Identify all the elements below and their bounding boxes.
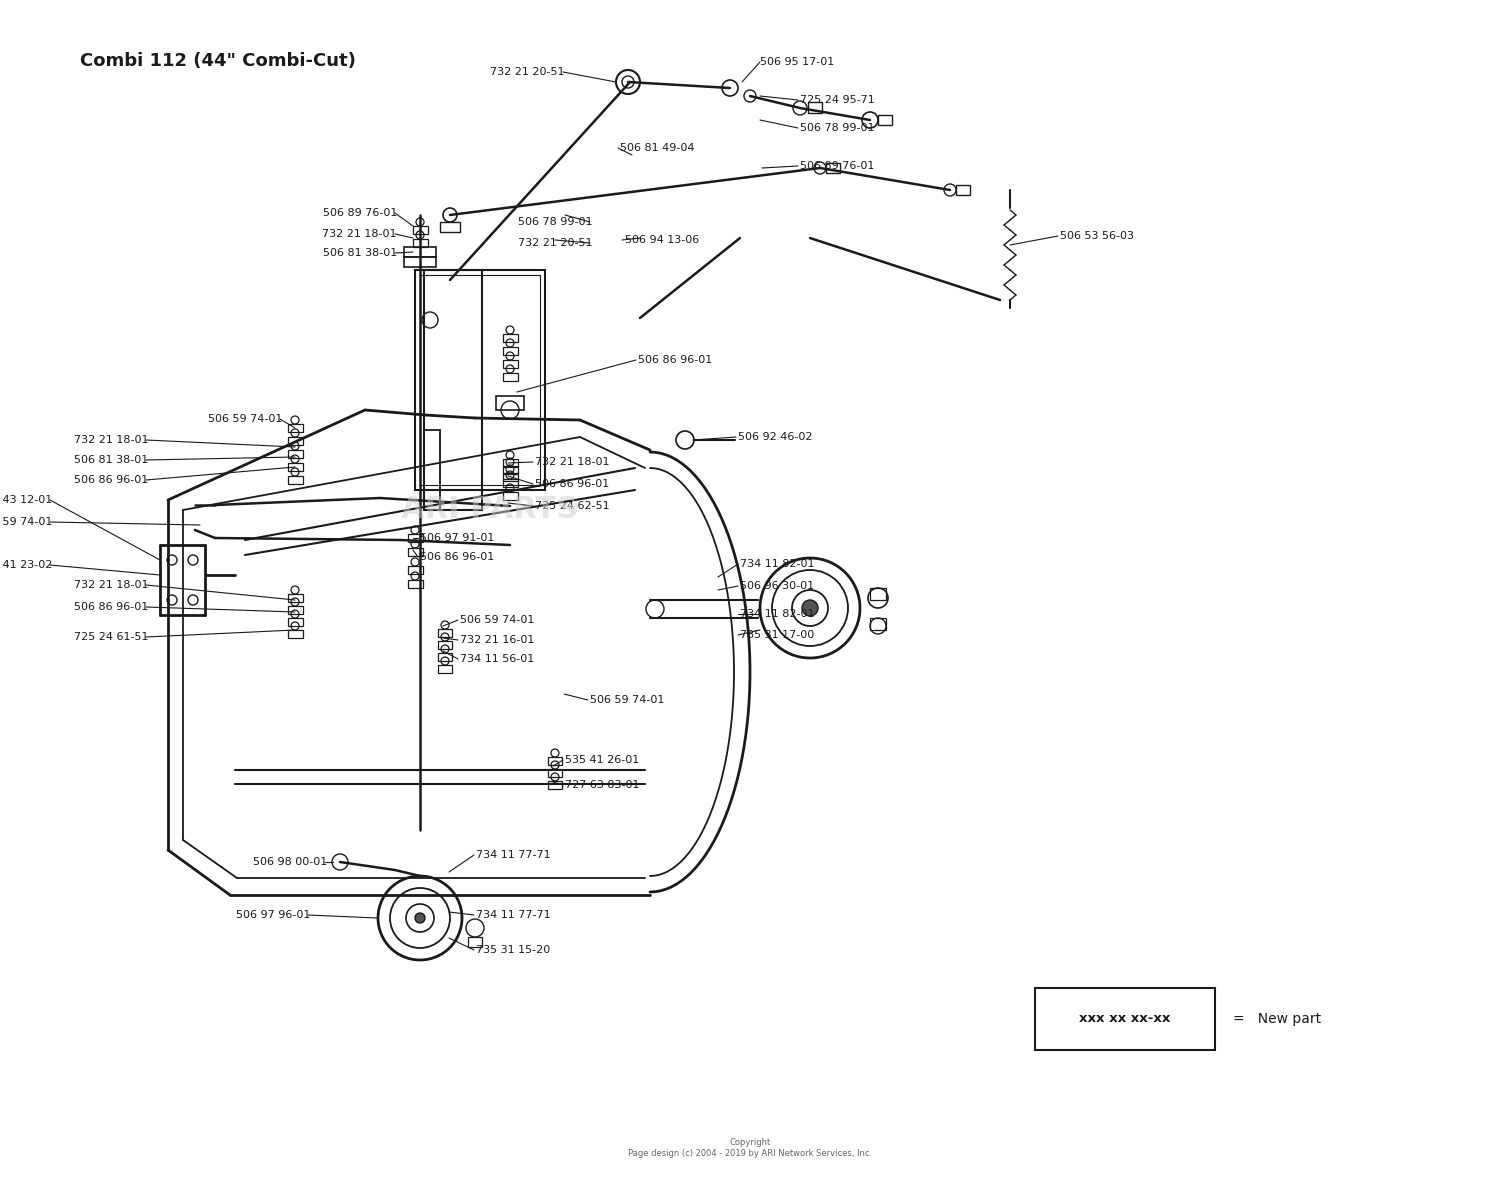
Text: 506 81 49-04: 506 81 49-04 — [620, 143, 695, 153]
Bar — [956, 185, 970, 195]
Bar — [404, 257, 436, 267]
Text: 506 53 56-03: 506 53 56-03 — [1060, 230, 1134, 241]
Bar — [548, 757, 562, 765]
Bar — [503, 466, 518, 474]
Text: 727 63 83-01: 727 63 83-01 — [566, 781, 639, 790]
Text: 506 86 96-01: 506 86 96-01 — [74, 602, 148, 612]
Text: 506 89 76-01: 506 89 76-01 — [322, 208, 398, 219]
Text: 732 21 18-01: 732 21 18-01 — [74, 435, 148, 446]
Text: 735 31 17-00: 735 31 17-00 — [740, 630, 815, 640]
Text: 506 59 74-01: 506 59 74-01 — [460, 615, 534, 625]
Text: 506 86 96-01: 506 86 96-01 — [536, 479, 609, 489]
Bar — [288, 618, 303, 626]
Text: Combi 112 (44" Combi-Cut): Combi 112 (44" Combi-Cut) — [80, 52, 356, 70]
Bar — [408, 533, 423, 542]
Bar — [1035, 988, 1215, 1050]
Bar — [288, 476, 303, 484]
Text: 506 94 13-06: 506 94 13-06 — [626, 235, 699, 245]
Text: 506 97 91-01: 506 97 91-01 — [420, 533, 495, 543]
Bar — [878, 115, 892, 125]
Text: 732 21 18-01: 732 21 18-01 — [322, 229, 398, 239]
Text: TM: TM — [560, 503, 579, 516]
Bar — [288, 606, 303, 614]
Bar — [503, 459, 518, 467]
Text: 725 24 62-51: 725 24 62-51 — [536, 501, 609, 511]
Text: 506 81 38-01: 506 81 38-01 — [74, 455, 148, 465]
Text: 506 86 96-01: 506 86 96-01 — [74, 475, 148, 485]
Circle shape — [802, 600, 818, 617]
Bar — [827, 163, 840, 173]
Bar — [408, 565, 423, 574]
Bar — [870, 618, 886, 630]
Text: 732 21 18-01: 732 21 18-01 — [536, 457, 609, 467]
Bar — [496, 396, 523, 410]
Bar — [413, 239, 428, 247]
Text: 535 41 23-02: 535 41 23-02 — [0, 560, 53, 570]
Bar — [503, 334, 518, 342]
Text: 732 21 20-51: 732 21 20-51 — [519, 238, 593, 248]
Text: 725 24 95-71: 725 24 95-71 — [800, 95, 874, 105]
Bar — [404, 247, 436, 257]
Text: 506 86 96-01: 506 86 96-01 — [638, 355, 712, 365]
Text: 734 11 82-01: 734 11 82-01 — [740, 609, 815, 619]
Bar — [503, 373, 518, 381]
Bar — [870, 588, 886, 600]
Text: 506 92 46-02: 506 92 46-02 — [738, 432, 813, 442]
Text: 506 78 99-01: 506 78 99-01 — [519, 217, 593, 227]
Bar — [503, 492, 518, 500]
Text: 506 89 76-01: 506 89 76-01 — [800, 162, 874, 171]
Text: 506 78 99-01: 506 78 99-01 — [800, 124, 874, 133]
Text: 734 11 77-71: 734 11 77-71 — [476, 849, 550, 860]
Text: 732 21 18-01: 732 21 18-01 — [74, 580, 148, 590]
Bar — [438, 665, 452, 672]
Bar — [288, 437, 303, 446]
Text: 506 86 96-01: 506 86 96-01 — [420, 552, 495, 562]
Bar — [503, 479, 518, 487]
Text: 732 21 20-51: 732 21 20-51 — [490, 67, 566, 77]
Text: ARI PARTS: ARI PARTS — [402, 495, 579, 524]
Bar — [438, 653, 452, 661]
Text: Copyright
Page design (c) 2004 - 2019 by ARI Network Services, Inc.: Copyright Page design (c) 2004 - 2019 by… — [628, 1138, 872, 1157]
Bar — [408, 548, 423, 556]
Text: 506 59 74-01: 506 59 74-01 — [207, 413, 282, 424]
Text: 506 59 74-01: 506 59 74-01 — [590, 695, 664, 704]
Text: 734 11 77-71: 734 11 77-71 — [476, 910, 550, 920]
Bar — [288, 594, 303, 602]
Bar — [416, 270, 544, 489]
Text: 506 97 96-01: 506 97 96-01 — [236, 910, 310, 920]
Text: 535 41 26-01: 535 41 26-01 — [566, 756, 639, 765]
Bar — [424, 270, 482, 510]
Text: 734 11 82-01: 734 11 82-01 — [740, 560, 815, 569]
Bar — [408, 580, 423, 588]
Text: 506 96 30-01: 506 96 30-01 — [740, 581, 815, 590]
Bar — [440, 222, 460, 232]
Text: 506 95 17-01: 506 95 17-01 — [760, 57, 834, 67]
Text: 535 43 12-01: 535 43 12-01 — [0, 495, 53, 505]
Bar — [288, 463, 303, 470]
Bar — [438, 628, 452, 637]
Text: 732 21 16-01: 732 21 16-01 — [460, 636, 534, 645]
Bar — [503, 347, 518, 355]
Bar — [420, 274, 540, 485]
Bar — [413, 226, 428, 234]
Bar — [503, 360, 518, 368]
Bar — [288, 424, 303, 432]
Text: 735 31 15-20: 735 31 15-20 — [476, 944, 550, 955]
Text: =   New part: = New part — [1233, 1012, 1322, 1026]
Bar — [808, 102, 822, 113]
Bar — [503, 473, 518, 481]
Bar — [548, 781, 562, 789]
Circle shape — [416, 914, 424, 923]
Bar — [438, 642, 452, 649]
Bar — [548, 769, 562, 777]
Text: 734 11 56-01: 734 11 56-01 — [460, 655, 534, 664]
Text: 506 81 38-01: 506 81 38-01 — [322, 248, 398, 258]
Text: xxx xx xx-xx: xxx xx xx-xx — [1080, 1012, 1170, 1025]
Bar — [288, 630, 303, 638]
Bar — [468, 937, 482, 947]
Bar — [288, 450, 303, 459]
Text: 506 59 74-01: 506 59 74-01 — [0, 517, 53, 527]
Text: 725 24 61-51: 725 24 61-51 — [74, 632, 148, 642]
Text: 506 98 00-01: 506 98 00-01 — [252, 857, 327, 867]
